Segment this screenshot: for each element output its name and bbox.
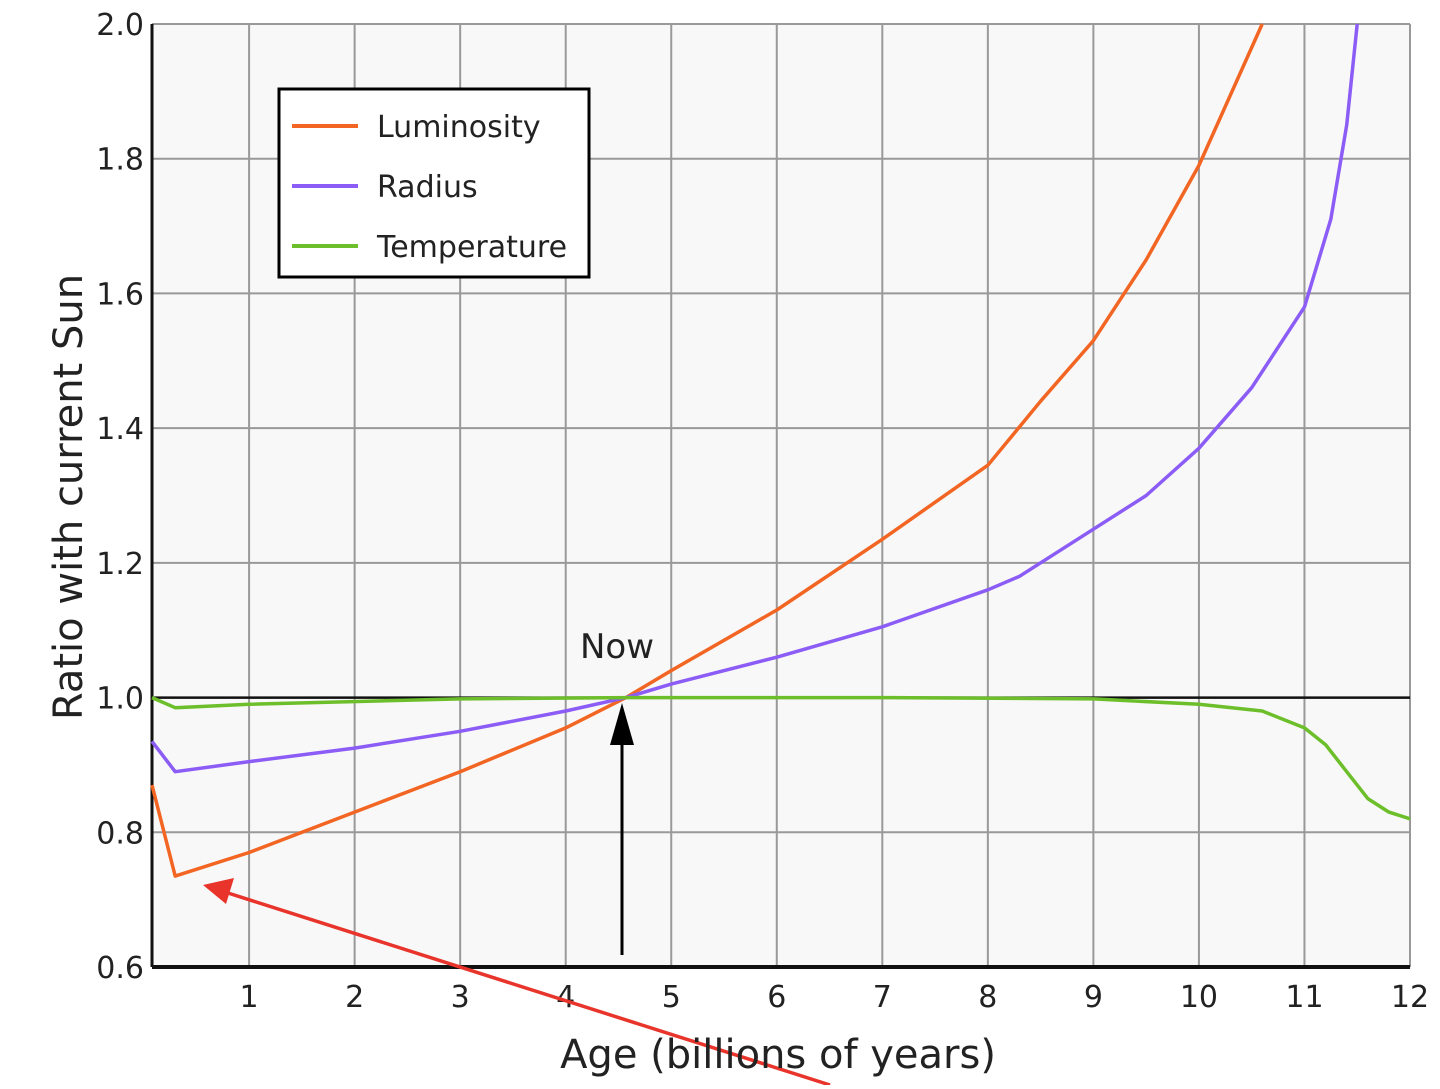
series-line-temperature bbox=[151, 695, 1411, 821]
legend: Luminosity Radius Temperature bbox=[277, 87, 591, 279]
y-tick-label: 1.6 bbox=[96, 277, 144, 312]
x-tick-label: 2 bbox=[345, 980, 364, 1015]
y-tick-label: 1.8 bbox=[96, 143, 144, 178]
x-tick-label: 1 bbox=[240, 980, 259, 1015]
x-tick-label: 9 bbox=[1084, 980, 1103, 1015]
x-tick-label: 12 bbox=[1391, 980, 1429, 1015]
y-tick-label: 1.2 bbox=[96, 547, 144, 582]
y-tick-label: 1.4 bbox=[96, 412, 144, 447]
red-arrow-head bbox=[203, 878, 234, 904]
x-tick-label: 8 bbox=[978, 980, 997, 1015]
x-tick-label: 3 bbox=[451, 980, 470, 1015]
x-tick-label: 4 bbox=[556, 980, 575, 1015]
series-line-radius bbox=[150, 23, 1359, 774]
now-arrow-head bbox=[610, 703, 634, 745]
x-axis-label: Age (billions of years) bbox=[560, 1032, 996, 1078]
y-tick-label: 2.0 bbox=[96, 8, 144, 43]
y-tick-label: 1.0 bbox=[96, 682, 144, 717]
y-tick-label: 0.8 bbox=[96, 816, 144, 851]
legend-label-temperature: Temperature bbox=[376, 230, 567, 265]
x-tick-label: 5 bbox=[662, 980, 681, 1015]
y-tick-label: 0.6 bbox=[96, 951, 144, 986]
legend-label-luminosity: Luminosity bbox=[377, 110, 541, 145]
series-lines bbox=[150, 23, 1411, 878]
x-tick-label: 11 bbox=[1285, 980, 1323, 1015]
legend-label-radius: Radius bbox=[377, 170, 478, 205]
annotation-now-label: Now bbox=[580, 627, 654, 667]
x-tick-label: 10 bbox=[1180, 980, 1218, 1015]
ticks: 1 2 3 4 5 6 7 8 9 10 11 120.60.81.01.21.41.61.82.0 bbox=[96, 8, 1429, 1015]
red-arrow-shaft bbox=[227, 891, 831, 1087]
y-axis-label: Ratio with current Sun bbox=[46, 274, 92, 720]
x-tick-label: 7 bbox=[873, 980, 892, 1015]
x-tick-label: 6 bbox=[767, 980, 786, 1015]
annotations: Now bbox=[203, 627, 831, 1087]
series-line-luminosity bbox=[150, 23, 1264, 878]
